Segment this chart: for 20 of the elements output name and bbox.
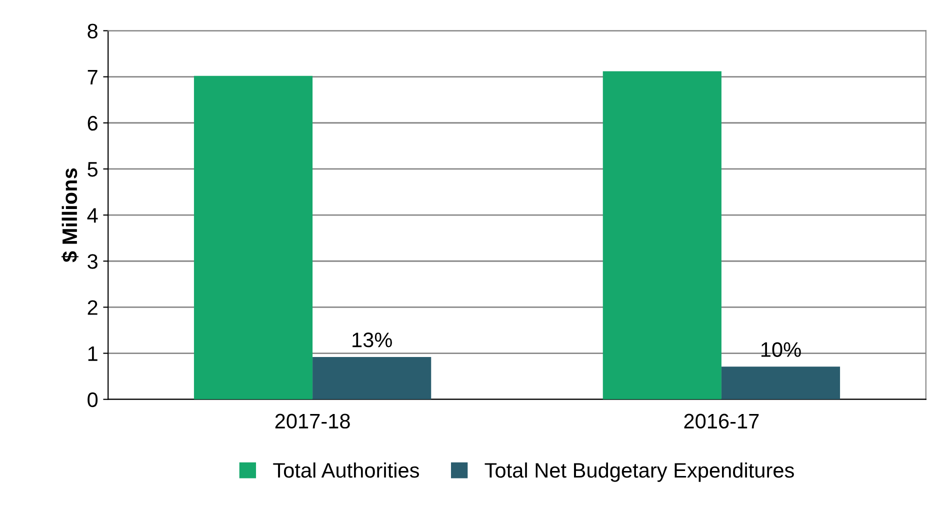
bar — [194, 76, 313, 400]
y-tick-label: 7 — [88, 70, 98, 84]
annotation: 13% — [352, 332, 392, 348]
y-tick-label: 0 — [88, 392, 98, 408]
bar — [312, 356, 432, 400]
annotation: 10% — [761, 342, 801, 357]
y-tick-label: 4 — [87, 208, 98, 223]
y-axis-title: $ Millions — [61, 168, 78, 262]
y-tick-label: 5 — [88, 162, 98, 177]
y-tick-label: 3 — [88, 254, 98, 269]
x-tick-label: 2016-17 — [684, 414, 759, 429]
y-tick-label: 2 — [88, 300, 98, 315]
bar — [602, 71, 722, 400]
legend-label: Total Net Budgetary Expenditures — [484, 462, 794, 482]
legend-label: Total Authorities — [273, 462, 419, 478]
y-tick-label: 6 — [88, 116, 98, 131]
bar — [721, 366, 840, 400]
y-tick-label: 1 — [88, 346, 98, 361]
x-tick-label: 2017-18 — [275, 414, 350, 429]
y-tick-label: 8 — [88, 24, 98, 38]
